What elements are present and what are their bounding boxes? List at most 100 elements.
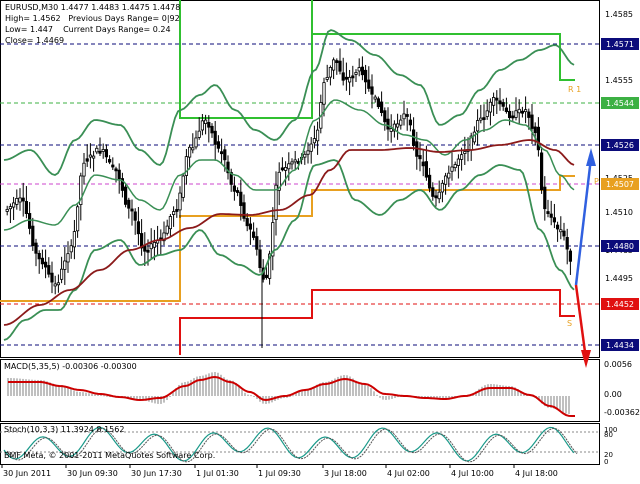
candle-body [245, 218, 249, 227]
candle-body [197, 130, 201, 138]
macd-histogram-bar [229, 380, 231, 396]
macd-histogram-bar [397, 396, 399, 398]
price-axis: 1.45851.45551.45251.45101.44951.44651.45… [601, 10, 639, 351]
candle-body [392, 123, 397, 132]
candle-body [239, 191, 243, 206]
macd-histogram-bar [325, 381, 327, 396]
high-info-line: High= 1.4562 Previous Days Range= 0|92 [5, 13, 180, 24]
forecast-arrow-down-head [581, 350, 591, 368]
candle-body [514, 110, 518, 118]
candle-body [21, 197, 25, 202]
macd-histogram-bar [556, 396, 558, 410]
macd-histogram-bar [28, 379, 30, 396]
macd-histogram-bar [247, 394, 249, 396]
stoch-axis-label: 0 [604, 458, 608, 466]
candle-body [219, 151, 224, 155]
candle-body [47, 265, 51, 275]
macd-histogram-bar [499, 385, 501, 396]
candle-body [303, 153, 307, 158]
stoch-axis-label: 20 [604, 451, 613, 459]
macd-histogram-bar [67, 387, 69, 396]
candle-body [357, 67, 361, 72]
macd-histogram-bar [133, 396, 135, 400]
candle-body [24, 201, 29, 214]
price-axis-label: 1.4495 [605, 274, 633, 283]
price-tag-label: 1.4480 [606, 242, 634, 251]
macd-histogram-bar [292, 395, 294, 397]
macd-histogram-bar [235, 383, 237, 396]
candle-body [44, 261, 48, 268]
time-axis-label: 30 Jun 09:30 [67, 469, 118, 478]
candle-body [79, 175, 83, 205]
macd-histogram-bar [94, 394, 96, 396]
close-info-line: Close= 1.4469 [5, 35, 64, 46]
candle-body [92, 155, 96, 159]
candle-body [146, 249, 150, 253]
macd-histogram-bar [316, 384, 318, 396]
candle-body [383, 110, 387, 123]
candle-body [475, 120, 480, 132]
macd-histogram-bar [199, 376, 201, 396]
macd-histogram-bar [43, 380, 45, 396]
macd-histogram-bar [562, 396, 564, 413]
candle-body [63, 260, 67, 270]
macd-histogram-bar [508, 385, 510, 396]
candle-body [171, 211, 176, 215]
candle-body [11, 202, 16, 208]
close-label: Close= 1.4469 [5, 36, 65, 45]
candle-body [488, 101, 493, 113]
candle-body [223, 149, 227, 161]
candle-body [360, 66, 365, 76]
macd-histogram-bar [226, 379, 228, 396]
macd-histogram-bar [568, 396, 570, 414]
candle-body [405, 114, 409, 117]
candle-body [370, 86, 374, 95]
candle-body [363, 69, 368, 83]
candle-body [520, 110, 525, 114]
macd-histogram-bar [478, 388, 480, 396]
candle-body [210, 125, 214, 134]
p-label: P [594, 177, 599, 186]
candle-body [60, 268, 64, 280]
candle-body [402, 113, 406, 120]
candle-body [213, 130, 217, 145]
price-tag-label: 1.4434 [606, 341, 634, 350]
candle-body [287, 163, 291, 170]
candle-body [315, 129, 320, 142]
s-label: S [567, 319, 572, 328]
candle-body [53, 283, 57, 287]
candle-body [527, 111, 531, 118]
level-lines [0, 43, 600, 346]
candle-body [507, 110, 512, 119]
macd-histogram-bar [73, 390, 75, 396]
macd-histogram-bar [85, 392, 87, 396]
macd-histogram-bar [49, 382, 51, 396]
copyright-label: BMF Meta, © 2001-2011 MetaQuotes Softwar… [4, 451, 215, 460]
macd-histogram-bar [10, 378, 12, 396]
candle-body [136, 221, 140, 235]
macd-histogram-bar [343, 375, 345, 396]
macd-histogram-bar [16, 378, 18, 396]
candle-body [98, 150, 102, 154]
macd-pane-frame [0, 359, 600, 422]
macd-histogram-bar [559, 396, 561, 411]
candle-body [559, 229, 563, 233]
stoch-main-line [3, 426, 575, 462]
macd-histogram-bar [157, 396, 159, 404]
time-axis-label: 30 Jun 2011 [3, 469, 51, 478]
macd-histogram-bar [511, 386, 513, 396]
candle-body [40, 257, 45, 265]
macd-histogram-bar [238, 386, 240, 396]
candle-body [120, 178, 124, 191]
macd-histogram-bar [319, 383, 321, 396]
macd-histogram-bar [379, 396, 381, 398]
macd-histogram-bar [328, 381, 330, 396]
macd-histogram-bar [301, 390, 303, 396]
macd-label: MACD(5,35,5) -0.00306 -0.00300 [4, 362, 137, 371]
macd-histogram-bar [256, 396, 258, 400]
macd-histogram-bar [520, 391, 522, 396]
candle-body [517, 108, 521, 114]
candle-body [443, 175, 448, 185]
candle-body [482, 117, 486, 120]
